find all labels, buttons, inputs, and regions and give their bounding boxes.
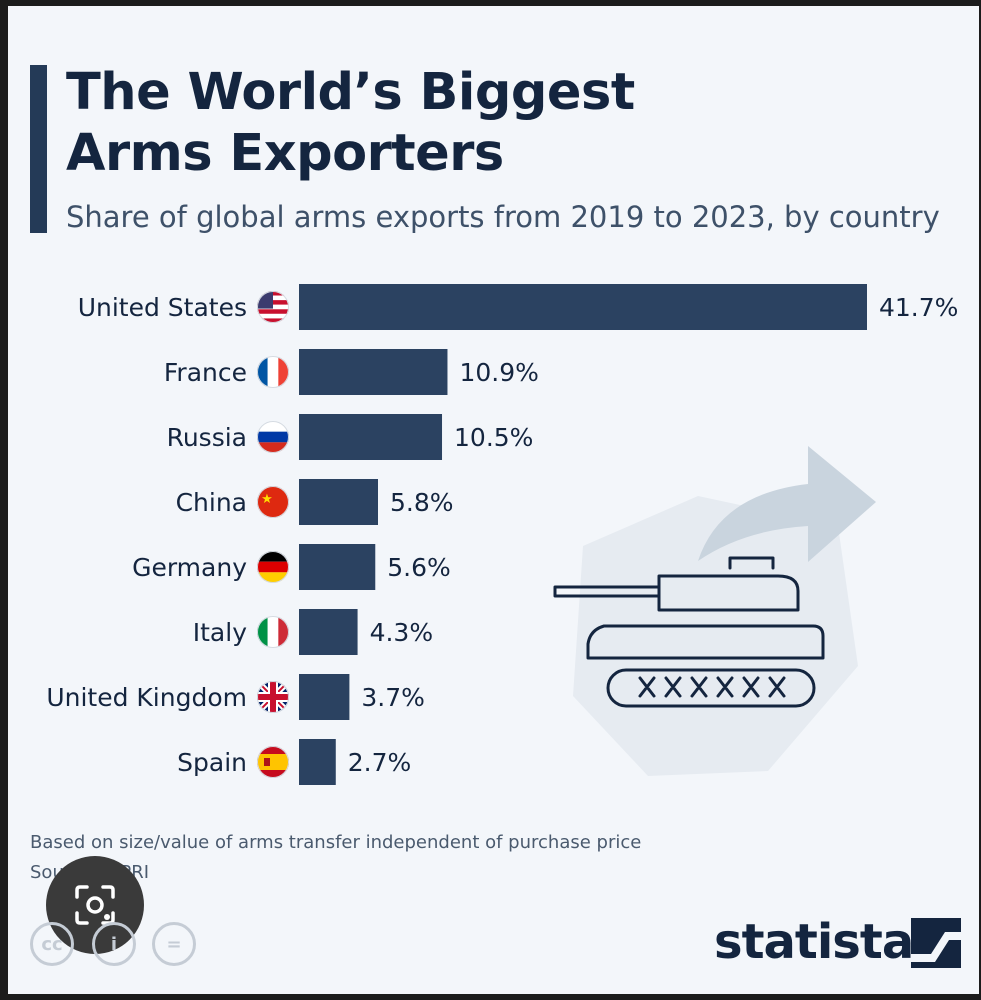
value-label: 10.5%: [454, 423, 533, 452]
category-label: United Kingdom: [46, 683, 247, 712]
statista-logo-text: statista: [714, 914, 914, 970]
bar-france: [299, 349, 448, 395]
title-accent-bar: [30, 65, 47, 233]
france-flag-icon: [257, 356, 289, 388]
category-label: China: [176, 488, 247, 517]
value-label: 3.7%: [361, 683, 425, 712]
arrow-icon: [698, 446, 876, 562]
italy-flag-icon: [257, 616, 289, 648]
tank-illustration: [553, 446, 876, 776]
bar-spain: [299, 739, 336, 785]
us-flag-icon: [257, 291, 289, 323]
no-derivatives-icon: =: [152, 922, 196, 966]
svg-text:★: ★: [261, 492, 273, 507]
title-line-1: The World’s Biggest: [66, 63, 635, 122]
chart-subtitle: Share of global arms exports from 2019 t…: [66, 200, 940, 234]
category-label: Italy: [193, 618, 247, 647]
value-label: 5.8%: [390, 488, 454, 517]
category-label: Russia: [167, 423, 247, 452]
bar-united-kingdom: [299, 674, 350, 720]
spain-flag-icon: [257, 746, 289, 778]
china-flag-icon: ★: [257, 486, 289, 518]
germany-flag-icon: [257, 551, 289, 583]
value-label: 10.9%: [459, 358, 538, 387]
footnote: Based on size/value of arms transfer ind…: [30, 832, 642, 853]
attribution-icon: i: [92, 922, 136, 966]
bar-china: [299, 479, 379, 525]
infographic-card: The World’s Biggest Arms Exporters Share…: [8, 6, 979, 994]
category-label: Germany: [132, 553, 247, 582]
title-line-2: Arms Exporters: [66, 124, 504, 183]
bar-germany: [299, 544, 376, 590]
value-label: 2.7%: [348, 748, 412, 777]
category-label: United States: [78, 293, 247, 322]
bar-chart: United States 41.7% France 10.9% Russia 10.5%…: [46, 284, 958, 785]
russia-flag-icon: [257, 421, 289, 453]
cc-license-icon: cc: [30, 922, 74, 966]
value-label: 41.7%: [879, 293, 958, 322]
category-label: Spain: [177, 748, 247, 777]
category-label: France: [164, 358, 247, 387]
value-label: 4.3%: [370, 618, 434, 647]
statista-logo-icon: [911, 918, 961, 968]
bar-united-states: [299, 284, 867, 330]
value-label: 5.6%: [387, 553, 451, 582]
bar-italy: [299, 609, 358, 655]
uk-flag-icon: [257, 681, 289, 713]
chart-title: The World’s Biggest Arms Exporters: [66, 62, 635, 184]
bar-russia: [299, 414, 443, 460]
lens-icon: [75, 885, 115, 925]
